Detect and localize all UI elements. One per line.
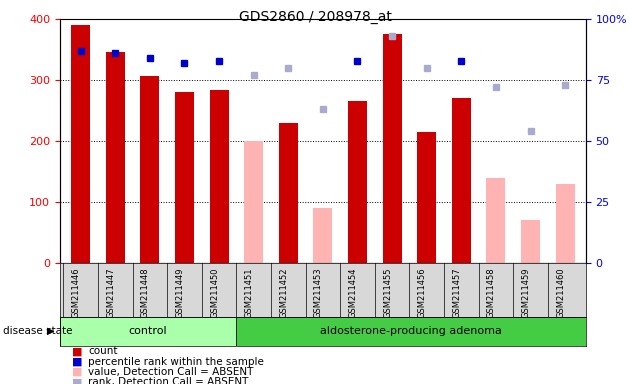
Text: GDS2860 / 208978_at: GDS2860 / 208978_at (239, 10, 391, 23)
Text: rank, Detection Call = ABSENT: rank, Detection Call = ABSENT (88, 377, 249, 384)
Bar (244, 141, 263, 263)
Text: disease state: disease state (3, 326, 72, 336)
Text: GSM211459: GSM211459 (522, 267, 530, 318)
Bar (521, 220, 540, 263)
Bar (556, 184, 575, 263)
Text: GSM211447: GSM211447 (106, 267, 115, 318)
Text: control: control (129, 326, 168, 336)
Text: GSM211454: GSM211454 (348, 267, 357, 318)
Text: GSM211457: GSM211457 (452, 267, 461, 318)
Bar (71, 25, 90, 263)
Text: percentile rank within the sample: percentile rank within the sample (88, 357, 264, 367)
Bar (175, 93, 194, 263)
Bar (210, 90, 229, 263)
Text: GSM211448: GSM211448 (141, 267, 150, 318)
Text: GSM211455: GSM211455 (383, 267, 392, 318)
Text: GSM211446: GSM211446 (72, 267, 81, 318)
Bar (106, 51, 125, 263)
Text: ■: ■ (72, 346, 83, 356)
Bar (60, 317, 236, 346)
Text: GSM211460: GSM211460 (556, 267, 565, 318)
Text: GSM211449: GSM211449 (175, 267, 185, 318)
Text: GSM211452: GSM211452 (279, 267, 289, 318)
Text: ■: ■ (72, 367, 83, 377)
Bar (236, 317, 586, 346)
Text: aldosterone-producing adenoma: aldosterone-producing adenoma (320, 326, 502, 336)
Text: GSM211458: GSM211458 (487, 267, 496, 318)
Bar (313, 208, 333, 263)
Bar (452, 98, 471, 263)
Text: GSM211450: GSM211450 (210, 267, 219, 318)
Bar (486, 178, 505, 263)
Bar (140, 76, 159, 263)
Text: ■: ■ (72, 377, 83, 384)
Text: count: count (88, 346, 118, 356)
Text: ▶: ▶ (47, 326, 55, 336)
Text: value, Detection Call = ABSENT: value, Detection Call = ABSENT (88, 367, 253, 377)
Text: ■: ■ (72, 357, 83, 367)
Text: GSM211456: GSM211456 (418, 267, 427, 318)
Text: GSM211451: GSM211451 (244, 267, 254, 318)
Bar (278, 123, 298, 263)
Bar (348, 101, 367, 263)
Bar (417, 132, 436, 263)
Text: GSM211453: GSM211453 (314, 267, 323, 318)
Bar (382, 35, 401, 263)
